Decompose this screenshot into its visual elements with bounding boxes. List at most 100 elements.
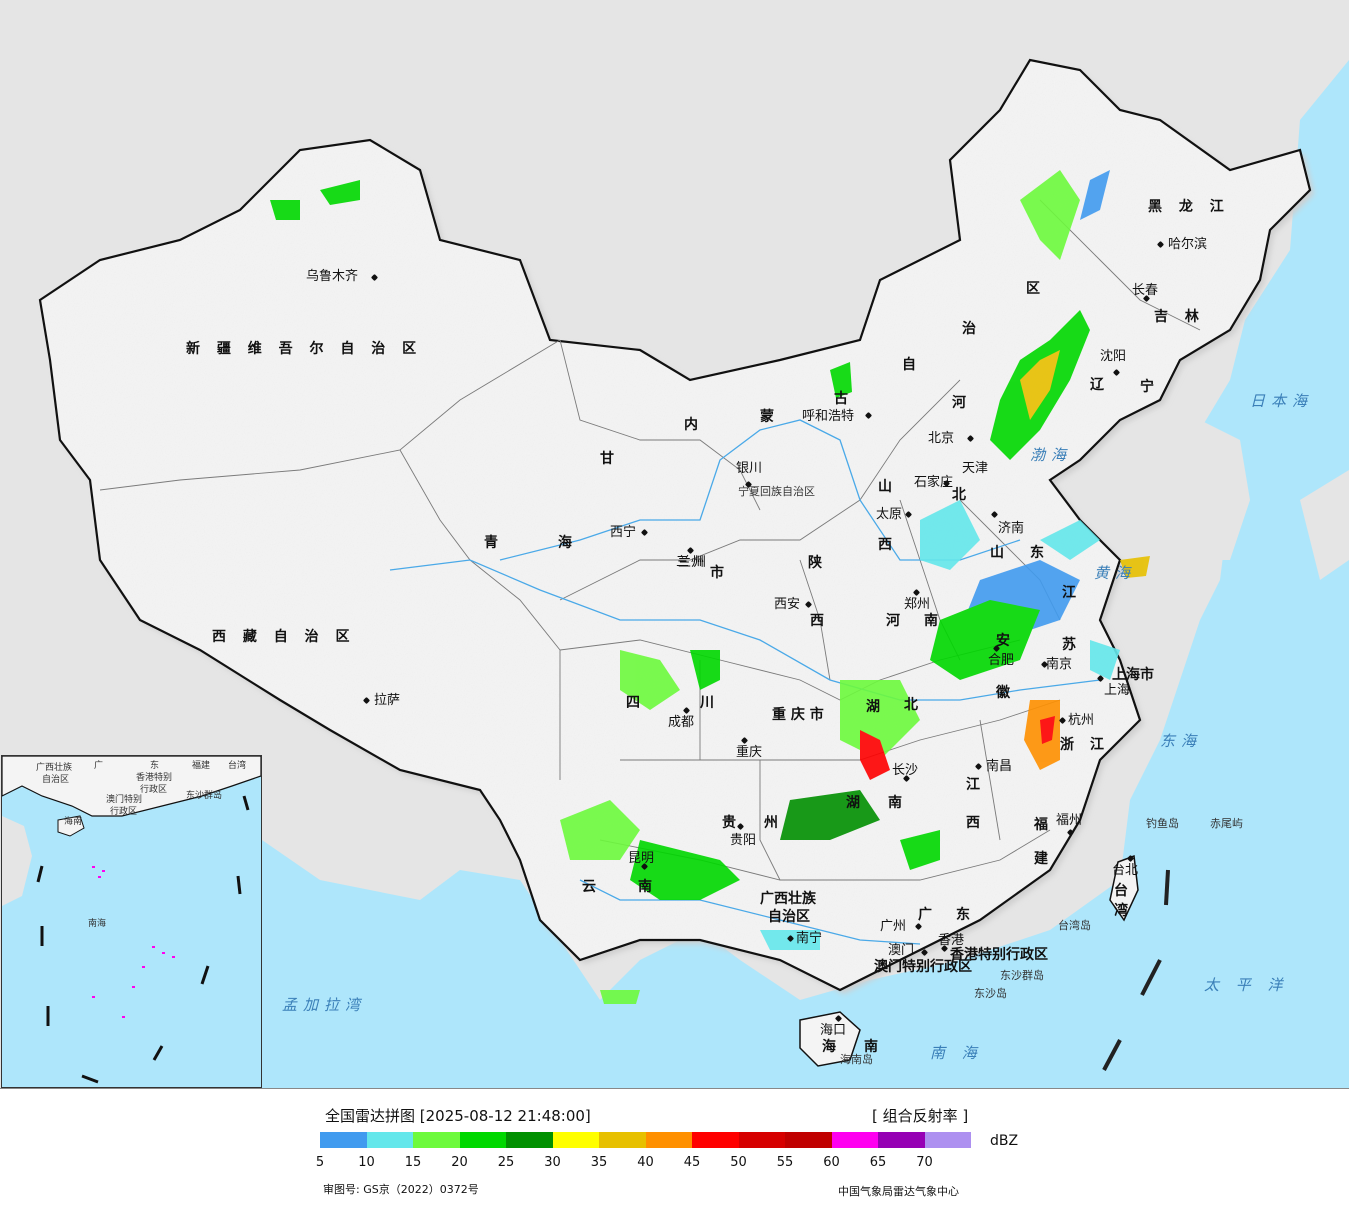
- approval-number: 审图号: GS京（2022）0372号: [323, 1183, 479, 1196]
- city-label: 郑州: [904, 597, 931, 612]
- city-label: 贵阳: [730, 833, 757, 848]
- sea-label: 南 海: [930, 1044, 983, 1062]
- province-label: 新 疆 维 吾 尔 自 治 区: [186, 341, 423, 357]
- scale-tick-label: 35: [590, 1155, 608, 1170]
- province-label: 辽: [1090, 377, 1104, 393]
- province-label: 浙: [1060, 737, 1074, 753]
- province-label: 河: [952, 395, 966, 411]
- province-label: 西: [878, 537, 892, 553]
- province-label: 区: [1026, 281, 1040, 297]
- city-label: 长沙: [892, 763, 919, 778]
- province-label: 重 庆 市: [772, 707, 824, 723]
- scale-swatch: [831, 1132, 878, 1148]
- scale-tick-label: 65: [869, 1155, 887, 1170]
- province-label: 蒙: [760, 409, 774, 425]
- province-label: 三 州: [676, 555, 707, 570]
- rivers: [389, 419, 1101, 945]
- scale-swatch: [599, 1132, 646, 1148]
- scale-tick-label: 10: [358, 1155, 375, 1170]
- province-label: 陕: [808, 555, 822, 571]
- scale-swatch: [738, 1132, 785, 1148]
- island-label: 东沙岛: [974, 987, 1007, 1000]
- scale-tick-label: 20: [451, 1155, 468, 1170]
- city-label: 合肥: [988, 653, 1015, 668]
- province-label: 宁夏回族自治区: [738, 485, 815, 498]
- scale-swatch: [785, 1132, 832, 1148]
- province-label: 澳门特别行政区: [874, 959, 972, 975]
- scale-swatch: [366, 1132, 413, 1148]
- city-label: 南昌: [986, 759, 1013, 774]
- inset-label: 行政区: [140, 785, 168, 795]
- province-label: 古: [834, 391, 848, 407]
- city-label: 广州: [880, 919, 907, 934]
- island-label: 台湾岛: [1058, 919, 1091, 932]
- province-label: 西 藏 自 治 区: [212, 629, 356, 645]
- nine-dash-line: [1102, 869, 1170, 1071]
- province-label: 甘: [600, 451, 614, 467]
- color-scale: [320, 1132, 971, 1148]
- province-label: 青: [484, 535, 498, 551]
- province-label: 海: [822, 1039, 836, 1055]
- city-label: 银川: [736, 461, 763, 476]
- city-label: 拉萨: [374, 693, 401, 708]
- inset-label: 行政区: [110, 807, 138, 817]
- scale-swatch: [878, 1132, 925, 1148]
- province-label: 山: [990, 545, 1004, 561]
- city-label: 南京: [1046, 657, 1073, 672]
- province-label: 香港特别行政区: [950, 947, 1048, 963]
- province-label: 湖: [846, 795, 860, 811]
- city-label: 太原: [876, 507, 903, 522]
- inset-dash-line: [36, 795, 250, 1084]
- province-label: 吉 林: [1154, 309, 1205, 325]
- scale-tick-label: 45: [683, 1155, 701, 1170]
- scale-swatch: [692, 1132, 739, 1148]
- island-label: 东沙群岛: [1000, 969, 1044, 982]
- city-label: 乌鲁木齐: [306, 269, 359, 284]
- scale-swatch: [552, 1132, 599, 1148]
- legend-unit: dBZ: [990, 1133, 1019, 1149]
- province-label: 台: [1114, 883, 1128, 899]
- inset-label: 台湾: [228, 761, 247, 771]
- province-label: 山: [878, 479, 892, 495]
- south-china-sea-inset: 广西壮族 自治区广东福建 台湾 香港特别 行政区 澳门特别 行政区 东沙群岛 海南 南海: [1, 755, 262, 1088]
- scale-swatch: [924, 1132, 971, 1148]
- province-label: 湾: [1114, 903, 1128, 919]
- scale-tick-label: 70: [916, 1155, 933, 1170]
- hainan-island: [799, 1011, 861, 1067]
- inset-label: 广: [94, 761, 104, 771]
- city-label: 海口: [820, 1023, 847, 1038]
- province-label: 黑 龙 江: [1148, 199, 1230, 215]
- city-label: 北京: [928, 431, 955, 446]
- province-label: 广西壮族: [760, 891, 816, 907]
- legend-panel: 全国雷达拼图 [2025-08-12 21:48:00] [ 组合反射率 ] d…: [0, 1088, 1349, 1209]
- scale-tick-label: 30: [544, 1155, 561, 1170]
- city-label: 西宁: [610, 525, 637, 540]
- province-label: 西: [810, 613, 824, 629]
- scale-tick-label: 50: [730, 1155, 747, 1170]
- scale-swatch: [413, 1132, 460, 1148]
- korea-japan-land: [1170, 420, 1349, 580]
- island-label: 海南岛: [840, 1053, 873, 1066]
- province-label: 天津: [962, 461, 989, 476]
- city-label: 济南: [998, 521, 1025, 536]
- scale-swatch: [645, 1132, 692, 1148]
- scale-tick-label: 55: [776, 1155, 794, 1170]
- inset-label: 东沙群岛: [186, 791, 223, 801]
- province-label: 贵: [722, 815, 736, 831]
- province-label: 北: [952, 487, 966, 503]
- credit-text: 中国气象局雷达气象中心: [838, 1185, 959, 1198]
- province-label: 湖: [866, 699, 880, 715]
- province-label: 自: [902, 357, 916, 373]
- sea-label: 太 平 洋: [1204, 976, 1289, 994]
- island-label: 赤尾屿: [1210, 817, 1243, 830]
- scale-tick-label: 40: [637, 1155, 654, 1170]
- radar-map: [0, 0, 1349, 1088]
- inset-label: 澳门特别: [106, 795, 143, 805]
- province-label: 市: [710, 565, 724, 581]
- inset-label: 南海: [88, 919, 107, 929]
- city-label: 上海: [1104, 683, 1131, 698]
- legend-product: [ 组合反射率 ]: [872, 1107, 969, 1125]
- city-label: 西安: [774, 597, 801, 612]
- city-label: 澳门: [888, 943, 915, 958]
- sea-label: 孟加拉湾: [282, 996, 367, 1014]
